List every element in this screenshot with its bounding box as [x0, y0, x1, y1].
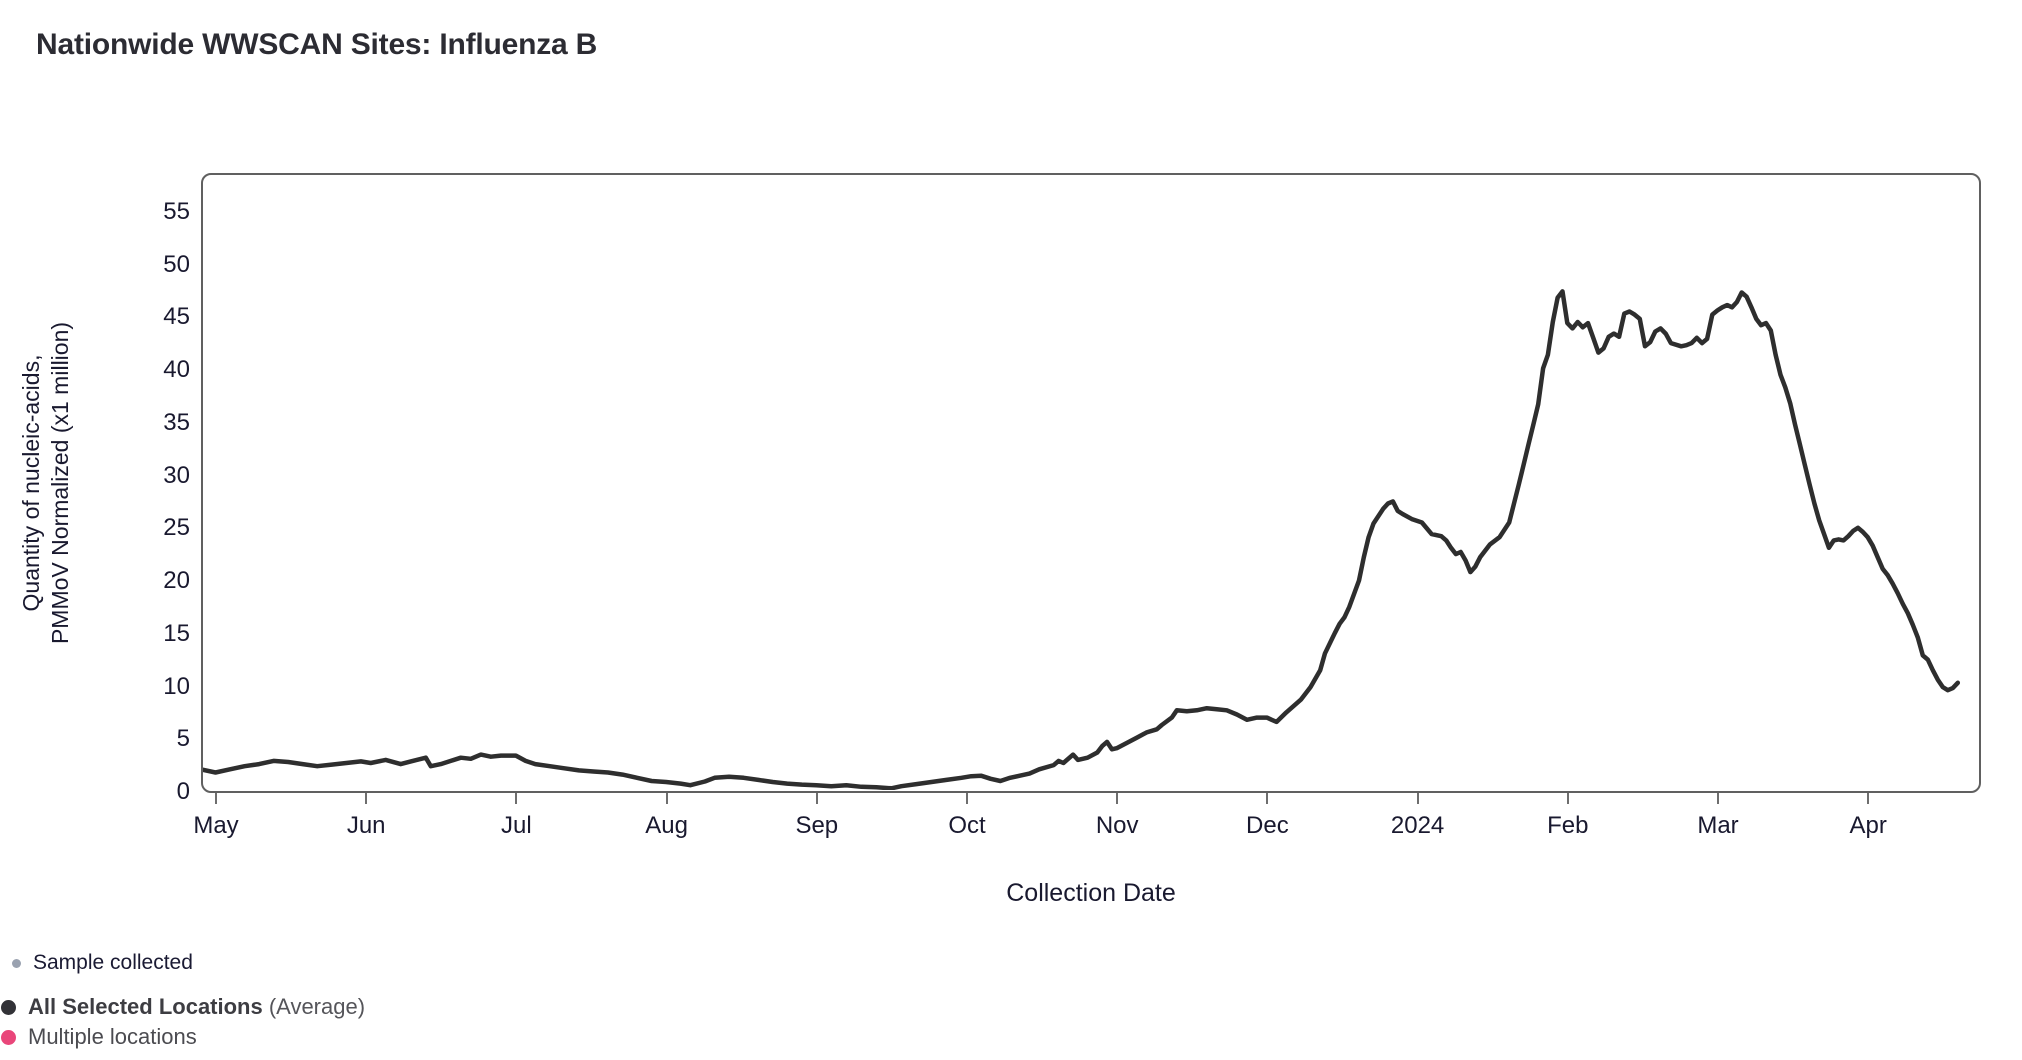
legend-item-all-selected-locations: All Selected Locations (Average) [0, 993, 365, 1021]
x-tick-mark-Nov [1116, 793, 1119, 804]
y-axis-title: Quantity of nucleic-acids, PMMoV Normali… [17, 322, 75, 644]
x-tick-label-2024: 2024 [1390, 812, 1445, 839]
y-tick-label-15: 15 [163, 619, 190, 647]
y-tick-label-45: 45 [163, 303, 190, 331]
x-tick-mark-Jul [515, 793, 518, 804]
x-tick-mark-Sep [815, 793, 818, 804]
y-axis-title-line1: Quantity of nucleic-acids, [18, 354, 44, 612]
x-tick-label-Apr: Apr [1849, 812, 1887, 839]
y-tick-label-20: 20 [163, 567, 190, 594]
y-tick-label-55: 55 [163, 197, 190, 225]
legend-item-multiple-locations: Multiple locations [0, 1023, 197, 1051]
legend-label-bold: All Selected Locations [28, 994, 263, 1019]
x-tick-label-Dec: Dec [1246, 812, 1289, 839]
y-tick-label-10: 10 [163, 672, 190, 700]
y-tick-label-25: 25 [163, 514, 190, 542]
x-tick-label-Oct: Oct [948, 812, 986, 839]
x-tick-label-May: May [193, 812, 239, 839]
x-tick-label-Feb: Feb [1547, 812, 1589, 839]
y-tick-label-35: 35 [163, 408, 190, 436]
average-series-line [203, 289, 1961, 790]
x-tick-label-Jun: Jun [346, 812, 386, 839]
x-axis-title: Collection Date [1006, 879, 1176, 907]
multiple-locations-dot-icon [1, 1029, 16, 1045]
y-tick-label-50: 50 [163, 250, 190, 278]
x-tick-label-Mar: Mar [1697, 812, 1739, 839]
x-tick-mark-2024 [1416, 793, 1419, 804]
plot-frame [201, 173, 1981, 793]
x-tick-label-Aug: Aug [645, 812, 688, 839]
page-title: Nationwide WWSCAN Sites: Influenza B [36, 28, 598, 61]
x-tick-mark-Apr [1867, 793, 1870, 804]
all-selected-locations-dot-icon [1, 999, 16, 1015]
x-tick-mark-Feb [1566, 793, 1569, 804]
x-tick-mark-Mar [1717, 793, 1719, 804]
legend-label-multiple-locations: Multiple locations [28, 1024, 197, 1049]
y-tick-label-40: 40 [163, 356, 190, 383]
y-tick-label-0: 0 [176, 778, 190, 805]
legend-label-average: (Average) [262, 994, 366, 1019]
x-tick-mark-Aug [665, 793, 668, 804]
x-tick-label-Nov: Nov [1095, 812, 1139, 839]
y-axis-title-line2: PMMoV Normalized (x1 million) [47, 321, 73, 645]
x-tick-label-Jul: Jul [501, 812, 532, 839]
legend-label-all-selected-locations: All Selected Locations (Average) [28, 994, 365, 1020]
x-tick-mark-Dec [1266, 793, 1269, 804]
legend-label-sample-collected: Sample collected [33, 951, 193, 974]
x-tick-mark-May [215, 793, 217, 804]
x-tick-label-Sep: Sep [795, 812, 839, 839]
series-line-chart [203, 289, 1961, 790]
y-tick-label-30: 30 [163, 461, 190, 489]
sample-collected-dot-icon [12, 958, 21, 968]
legend-item-sample-collected: Sample collected [0, 950, 193, 976]
x-tick-mark-Jun [365, 793, 368, 804]
x-tick-mark-Oct [966, 793, 968, 804]
y-tick-label-5: 5 [176, 725, 190, 753]
